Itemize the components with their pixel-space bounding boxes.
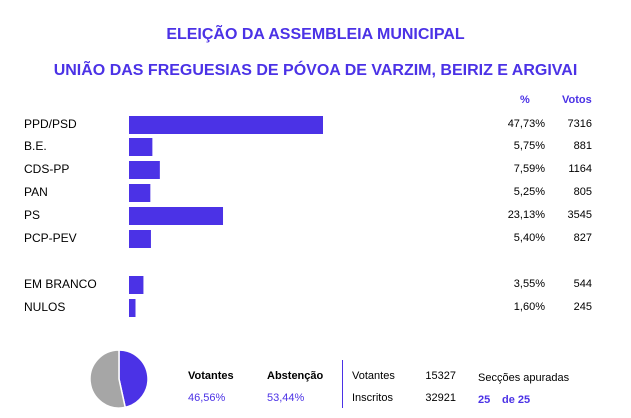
pie-slice-voters: [118, 349, 149, 409]
bar-label: PAN: [24, 185, 48, 199]
bar-votes-label: 245: [573, 301, 592, 313]
bar-percent-label: 7,59%: [513, 163, 545, 175]
pie-slice-abstention: [89, 349, 127, 409]
bar-label: NULOS: [24, 300, 66, 314]
voters-count-label: Votantes: [352, 370, 395, 382]
bar-votes-label: 827: [573, 232, 592, 244]
bar-percent-label: 23,13%: [507, 209, 545, 221]
bar-percent-label: 5,75%: [513, 140, 545, 152]
bar-votes-label: 544: [573, 278, 592, 290]
bar-label: CDS-PP: [24, 162, 70, 176]
sections-total: de 25: [502, 394, 531, 406]
bar-label: PCP-PEV: [24, 231, 77, 245]
bar-votes-label: 3545: [567, 209, 592, 221]
bar-percent-label: 5,40%: [513, 232, 545, 244]
bar-votes-label: 805: [573, 186, 592, 198]
bar-label: EM BRANCO: [24, 277, 97, 291]
chart-title: ELEIÇÃO DA ASSEMBLEIA MUNICIPAL: [166, 26, 465, 43]
bar-percent-label: 1,60%: [513, 301, 545, 313]
bar-label: B.E.: [24, 139, 47, 153]
bar-votes-label: 881: [573, 140, 592, 152]
registered-label: Inscritos: [352, 392, 393, 404]
bar-votes-label: 1164: [568, 163, 592, 175]
sections-label: Secções apuradas: [478, 372, 570, 384]
abstention-percent: 53,44%: [267, 392, 305, 404]
bar: [129, 230, 151, 248]
bar: [129, 161, 160, 179]
registered-count: 32921: [425, 392, 456, 404]
sections-done: 25: [478, 394, 491, 406]
abstention-heading: Abstenção: [267, 370, 324, 382]
bar-percent-label: 47,73%: [507, 118, 545, 130]
bar-label: PS: [24, 208, 41, 222]
bar-votes-label: 7316: [567, 118, 592, 130]
voters-percent: 46,56%: [188, 392, 226, 404]
bar: [129, 299, 136, 317]
column-header-votes: Votos: [562, 94, 592, 106]
bar: [129, 207, 224, 225]
bar: [129, 276, 144, 294]
voters-heading: Votantes: [188, 370, 234, 382]
bar: [129, 116, 323, 134]
bar-percent-label: 5,25%: [513, 186, 545, 198]
bar-percent-label: 3,55%: [513, 278, 545, 290]
column-header-percent: %: [520, 94, 530, 106]
bar: [129, 138, 153, 156]
bar: [129, 184, 151, 202]
voters-count: 15327: [425, 370, 456, 382]
chart-subtitle: UNIÃO DAS FREGUESIAS DE PÓVOA DE VARZIM,…: [53, 62, 578, 79]
bar-label: PPD/PSD: [24, 117, 77, 131]
summary-divider: [342, 360, 343, 408]
